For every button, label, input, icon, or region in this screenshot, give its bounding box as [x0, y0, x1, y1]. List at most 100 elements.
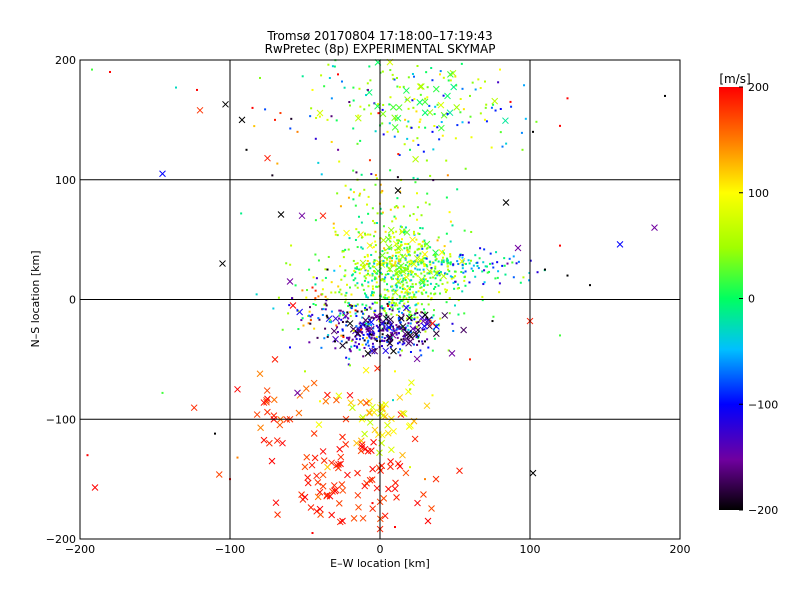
- dot-marker: [396, 278, 399, 281]
- dot-marker: [452, 281, 455, 284]
- dot-marker: [332, 226, 335, 229]
- cross-marker: [379, 110, 387, 118]
- dot-marker: [366, 253, 369, 256]
- dot-marker: [559, 334, 561, 337]
- cross-marker: [219, 260, 226, 267]
- dot-marker: [339, 312, 342, 315]
- dot-marker: [236, 456, 239, 459]
- dot-marker: [297, 310, 300, 313]
- dot-marker: [426, 338, 429, 341]
- dot-marker: [371, 272, 374, 275]
- cross-marker: [428, 505, 435, 512]
- cross-marker: [396, 462, 404, 470]
- dot-marker: [396, 251, 399, 254]
- dot-marker: [363, 346, 366, 349]
- dot-marker: [408, 247, 411, 250]
- dot-marker: [362, 355, 365, 358]
- dot-marker: [434, 105, 437, 108]
- dot-marker: [398, 341, 401, 344]
- dot-marker: [425, 71, 428, 74]
- dot-marker: [407, 322, 410, 325]
- dot-marker: [340, 340, 343, 343]
- dot-marker: [364, 307, 367, 310]
- dot-marker: [323, 85, 326, 88]
- dot-marker: [492, 266, 495, 269]
- dot-marker: [415, 310, 418, 313]
- dot-marker: [388, 103, 391, 106]
- dot-marker: [289, 263, 292, 266]
- dot-marker: [335, 324, 338, 327]
- dot-marker: [383, 340, 386, 343]
- dot-marker: [389, 257, 392, 260]
- dot-marker: [424, 340, 426, 343]
- dot-marker: [352, 198, 355, 201]
- dot-marker: [407, 242, 410, 245]
- dot-marker: [371, 265, 374, 268]
- cross-marker: [420, 317, 427, 325]
- dot-marker: [449, 220, 452, 223]
- dot-marker: [361, 247, 364, 250]
- dot-marker: [389, 345, 392, 348]
- cross-marker: [335, 392, 343, 400]
- dot-marker: [288, 304, 291, 307]
- colorbar-label: [m/s]: [719, 72, 750, 86]
- dot-marker: [403, 247, 406, 250]
- dot-marker: [464, 284, 467, 287]
- dot-marker: [401, 238, 404, 241]
- cross-marker: [323, 492, 330, 500]
- dot-marker: [337, 148, 340, 151]
- cross-marker: [295, 409, 303, 417]
- dot-marker: [395, 331, 398, 334]
- cross-marker: [256, 370, 264, 378]
- dot-marker: [412, 343, 415, 346]
- dot-marker: [428, 260, 431, 263]
- dot-marker: [589, 284, 591, 287]
- dot-marker: [416, 177, 419, 180]
- dot-marker: [422, 150, 425, 153]
- dot-marker: [301, 289, 304, 292]
- dot-marker: [457, 299, 460, 302]
- dot-marker: [370, 337, 373, 340]
- dot-marker: [397, 258, 400, 261]
- dot-marker: [342, 256, 345, 259]
- dot-marker: [316, 336, 319, 339]
- dot-marker: [407, 309, 410, 312]
- dot-marker: [372, 246, 375, 249]
- dot-marker: [391, 73, 394, 76]
- dot-marker: [396, 327, 399, 330]
- dot-marker: [410, 279, 413, 282]
- dot-marker: [495, 251, 498, 254]
- dot-marker: [483, 269, 486, 272]
- dot-marker: [492, 315, 495, 318]
- dot-marker: [373, 269, 376, 272]
- cross-marker: [447, 71, 454, 78]
- dot-marker: [396, 197, 399, 200]
- cross-marker: [335, 461, 342, 468]
- dot-marker: [393, 236, 396, 239]
- dot-marker: [454, 304, 456, 307]
- dot-marker: [423, 274, 426, 277]
- dot-marker: [341, 250, 344, 253]
- dot-marker: [314, 289, 317, 292]
- dot-marker: [481, 299, 484, 302]
- dot-marker: [86, 454, 89, 457]
- dot-marker: [402, 296, 405, 299]
- grid-lines: [80, 60, 680, 539]
- dot-marker: [406, 285, 409, 288]
- cross-marker: [215, 471, 223, 478]
- cross-marker: [402, 304, 410, 312]
- dot-marker: [501, 264, 504, 267]
- dot-marker: [449, 253, 452, 256]
- dot-marker: [365, 295, 368, 298]
- dot-marker: [390, 302, 393, 305]
- dot-marker: [483, 281, 486, 284]
- dot-marker: [406, 324, 409, 327]
- dot-marker: [456, 188, 459, 191]
- cross-marker: [330, 482, 338, 489]
- dot-marker: [291, 297, 294, 300]
- dot-marker: [408, 288, 411, 291]
- dot-marker: [489, 252, 492, 255]
- dot-marker: [432, 276, 435, 279]
- dot-marker: [395, 251, 398, 254]
- dot-marker: [410, 271, 413, 274]
